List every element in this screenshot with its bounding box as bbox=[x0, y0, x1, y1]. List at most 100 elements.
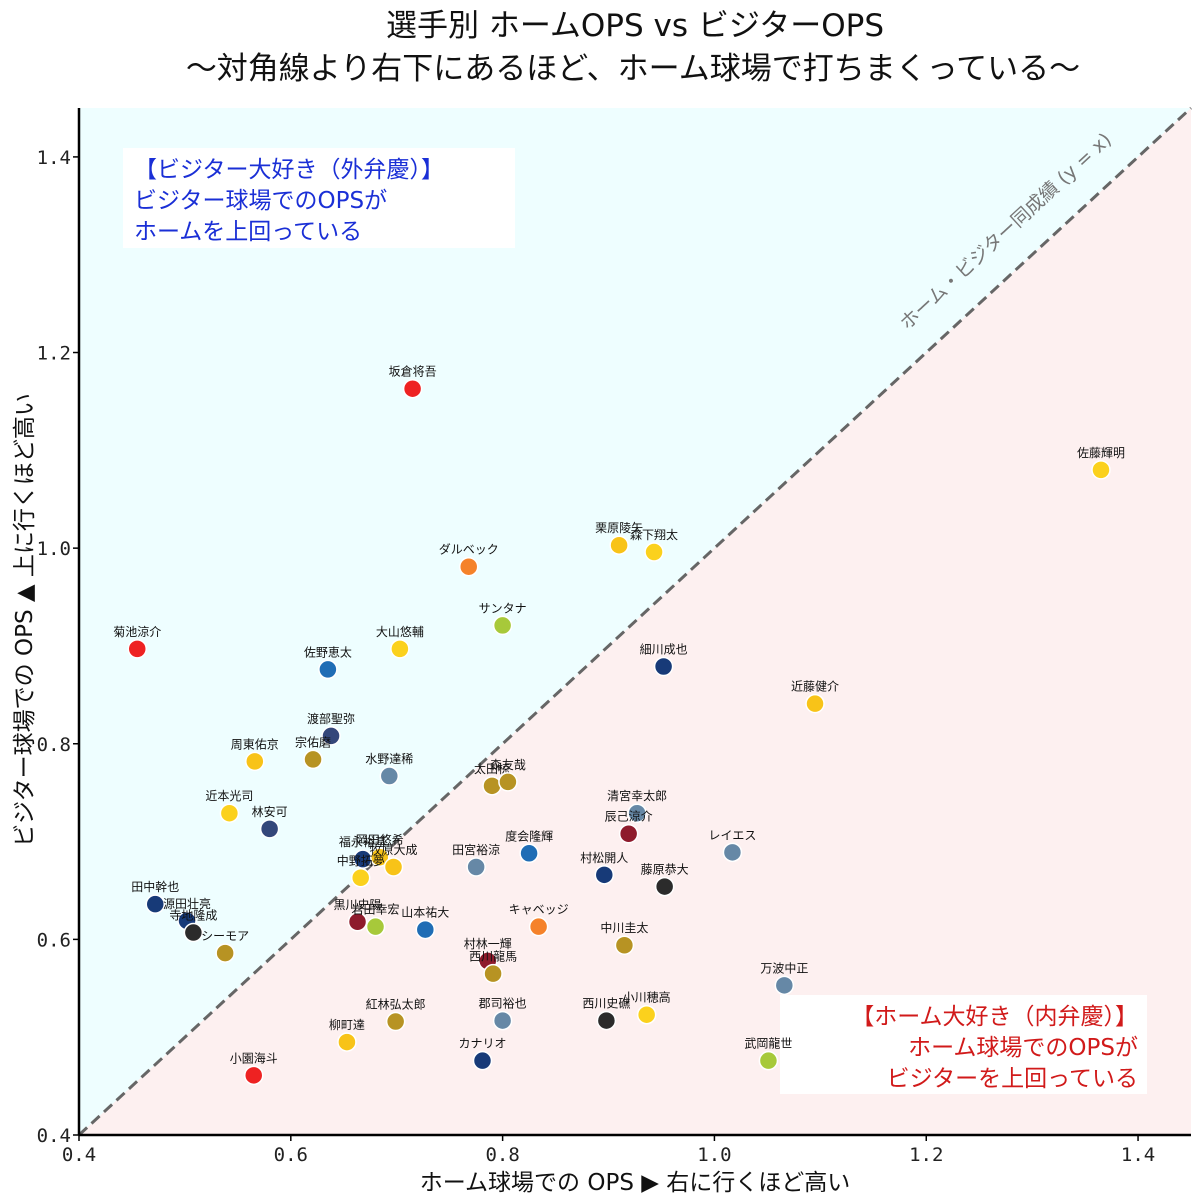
data-point bbox=[385, 1011, 406, 1032]
point-label: レイエス bbox=[708, 828, 756, 842]
data-point bbox=[245, 751, 265, 772]
data-point bbox=[350, 868, 371, 888]
data-point bbox=[390, 639, 410, 659]
data-point bbox=[379, 766, 400, 786]
point-label: 万波中正 bbox=[760, 960, 808, 975]
point-label: 菊池涼介 bbox=[113, 624, 161, 639]
point-label: 細川成也 bbox=[640, 642, 688, 656]
x-tick-label: 1.4 bbox=[1121, 1144, 1155, 1166]
point-label: 黒川史陽 bbox=[334, 898, 382, 912]
point-label: 岩田幸宏 bbox=[352, 902, 400, 917]
data-point bbox=[215, 943, 235, 963]
data-point bbox=[321, 726, 341, 746]
data-point bbox=[383, 857, 404, 877]
home-annotation-line: ホーム球場でのOPSが bbox=[908, 1035, 1138, 1061]
point-label: 西川龍馬 bbox=[469, 949, 517, 964]
point-label: サンタナ bbox=[479, 601, 527, 615]
point-label: 辰己涼介 bbox=[605, 809, 653, 824]
data-point bbox=[370, 847, 390, 867]
y-tick-label: 1.0 bbox=[37, 538, 71, 560]
data-point bbox=[653, 656, 674, 677]
point-label: カナリオ bbox=[458, 1037, 506, 1051]
y-tick-label: 1.2 bbox=[37, 343, 71, 365]
y-tick-label: 1.4 bbox=[37, 147, 71, 169]
x-tick-label: 0.8 bbox=[485, 1144, 519, 1166]
y-tick-label: 0.8 bbox=[37, 734, 71, 756]
x-tick-label: 1.0 bbox=[697, 1144, 731, 1166]
point-label: 渡部聖弥 bbox=[307, 711, 355, 726]
point-label: 大山悠輔 bbox=[376, 624, 424, 639]
point-label: 田宮裕涼 bbox=[452, 842, 500, 857]
data-point bbox=[483, 963, 503, 984]
point-label: 福永裕基 bbox=[339, 834, 387, 849]
point-label: 小川穂高 bbox=[623, 990, 671, 1005]
x-tick-label: 1.2 bbox=[909, 1144, 943, 1166]
data-point bbox=[614, 935, 635, 955]
point-label: 紅林弘太郎 bbox=[366, 997, 426, 1012]
data-point bbox=[492, 615, 513, 636]
point-label: 栗原陵矢 bbox=[595, 521, 643, 535]
chart-title-line2: 〜対角線より右下にあるほど、ホーム球場で打ちまくっている〜 bbox=[186, 51, 1080, 87]
y-axis-label: ビジター球場での OPS ▲ 上に行くほど高い bbox=[12, 393, 38, 847]
data-point bbox=[627, 803, 647, 823]
point-label: 郡司裕也 bbox=[479, 996, 527, 1011]
x-axis-label: ホーム球場での OPS ▶ 右に行くほど高い bbox=[420, 1170, 851, 1196]
point-label: 中野拓夢 bbox=[337, 853, 385, 868]
point-label: 水野達稀 bbox=[365, 752, 413, 766]
data-point bbox=[654, 876, 675, 897]
point-label: 度会隆輝 bbox=[505, 828, 553, 843]
point-label: 佐藤輝明 bbox=[1077, 446, 1125, 460]
point-label: 清宮幸太郎 bbox=[607, 788, 667, 803]
point-label: 中川圭太 bbox=[600, 920, 648, 935]
point-label: 森下翔太 bbox=[630, 527, 678, 542]
diagonal-line bbox=[77, 106, 1193, 1137]
data-point bbox=[318, 659, 338, 680]
point-label: 林安可 bbox=[252, 804, 288, 819]
point-label: ダルベック bbox=[439, 542, 499, 557]
data-point bbox=[644, 542, 664, 562]
data-point bbox=[402, 378, 423, 399]
point-label: 源田壮亮 bbox=[163, 896, 211, 911]
point-label: 周東佑京 bbox=[231, 737, 279, 751]
data-point bbox=[636, 1004, 657, 1025]
data-point bbox=[337, 1032, 357, 1052]
point-label: 牧原大成 bbox=[370, 843, 418, 857]
point-label: 宗佑磨 bbox=[295, 734, 331, 749]
data-point bbox=[127, 639, 147, 659]
point-label: 太田椋 bbox=[474, 761, 510, 776]
data-point bbox=[259, 819, 280, 839]
data-point bbox=[498, 772, 518, 792]
data-point bbox=[466, 857, 486, 877]
data-point bbox=[415, 919, 436, 940]
data-point bbox=[347, 912, 368, 932]
x-tick-label: 0.4 bbox=[62, 1144, 96, 1166]
data-point bbox=[722, 842, 743, 863]
point-label: 小園海斗 bbox=[230, 1050, 278, 1065]
data-point bbox=[596, 1010, 617, 1031]
data-point bbox=[1091, 460, 1111, 480]
point-label: 近本光司 bbox=[205, 789, 253, 803]
point-label: シーモア bbox=[201, 929, 249, 943]
visitor-annotation-line: 【ビジター大好き（外弁慶）】 bbox=[134, 157, 444, 183]
point-label: 近藤健介 bbox=[791, 680, 839, 694]
data-point bbox=[609, 535, 629, 555]
visitor-annotation-box bbox=[123, 148, 515, 248]
point-label: 岡田悠希 bbox=[356, 832, 404, 847]
chart-title-line1: 選手別 ホームOPS vs ビジターOPS bbox=[386, 8, 884, 44]
data-point bbox=[303, 749, 323, 770]
data-point bbox=[805, 693, 825, 714]
point-label: 柳町達 bbox=[329, 1018, 365, 1032]
x-tick-label: 0.6 bbox=[274, 1144, 308, 1166]
home-annotation-box bbox=[780, 995, 1147, 1094]
point-label: 藤原恭大 bbox=[641, 863, 689, 877]
data-point bbox=[594, 865, 615, 885]
visitor-annotation-line: ビジター球場でのOPSが bbox=[134, 188, 387, 214]
data-point bbox=[482, 776, 502, 796]
point-label: 田中幹也 bbox=[131, 879, 179, 894]
data-point bbox=[758, 1050, 779, 1071]
point-label: 村松開人 bbox=[580, 851, 628, 865]
point-label: 寺地隆成 bbox=[169, 908, 217, 923]
point-label: 坂倉将吾 bbox=[389, 364, 437, 379]
data-point bbox=[243, 1065, 264, 1086]
